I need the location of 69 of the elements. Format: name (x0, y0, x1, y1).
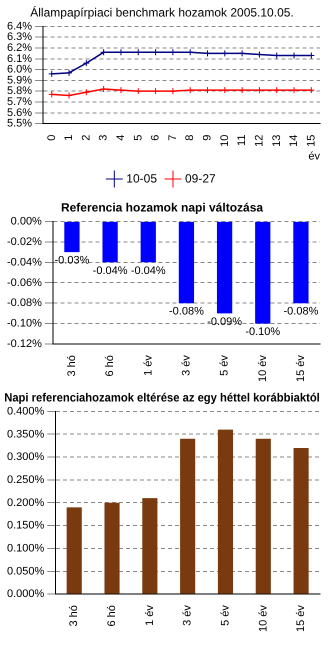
y-tick-label: 0.400% (6, 405, 45, 418)
data-label: -0.04% (130, 264, 166, 277)
y-tick-label: 0.200% (6, 496, 45, 509)
x-tick-label: 7 (166, 134, 179, 141)
y-tick-label: 0.00% (10, 215, 42, 228)
y-tick-label: 5.9% (6, 74, 32, 86)
x-tick-label: 10 (218, 134, 231, 147)
y-tick-label: -0.10% (6, 318, 42, 330)
x-tick-label: 15 év (294, 354, 307, 382)
y-tick-label: 6.0% (6, 64, 32, 76)
y-tick-label: 6.4% (6, 20, 32, 32)
y-tick-label: 0.150% (6, 520, 45, 532)
x-tick-label: 3 (98, 134, 110, 141)
y-tick-label: 0.100% (6, 542, 45, 554)
y-tick-label: 5.6% (6, 106, 32, 119)
x-tick-label: 3 hó (66, 355, 78, 377)
x-tick-label: 15 (305, 134, 318, 147)
y-tick-label: 5.7% (6, 96, 32, 108)
x-tick-label: 14 (288, 134, 300, 147)
x-tick-label: 13 (270, 134, 283, 147)
y-tick-label: -0.02% (6, 236, 42, 248)
y-tick-label: 5.8% (6, 85, 32, 98)
x-tick-label: 8 (184, 134, 196, 141)
x-tick-label: 10 év (257, 604, 270, 632)
x-tick-label: 15 év (295, 604, 308, 632)
x-tick-label: 5 (132, 134, 144, 141)
y-tick-label: 6.2% (6, 42, 32, 54)
x-tick-label: 12 (253, 134, 266, 147)
x-tick-label: 3 év (180, 354, 192, 376)
data-label: -0.03% (54, 254, 90, 267)
x-tick-label: 3 év (182, 604, 194, 626)
data-label: -0.08% (168, 306, 204, 318)
y-tick-label: 0.050% (6, 565, 45, 578)
y-tick-label: 0.350% (6, 428, 45, 440)
y-tick-label: 5.5% (6, 118, 32, 130)
x-tick-label: 0 (46, 134, 58, 141)
y-tick-label: -0.04% (6, 256, 42, 268)
data-label: -0.09% (207, 316, 242, 328)
x-tick-label: 6 (150, 134, 162, 141)
y-tick-label: -0.06% (6, 276, 42, 289)
x-tick-label: 1 év (142, 354, 154, 376)
x-tick-label: 9 (202, 134, 214, 141)
y-tick-label: -0.12% (6, 338, 42, 350)
data-label: -0.08% (283, 306, 319, 318)
y-tick-label: 0.300% (6, 451, 45, 464)
chart-title: Állampapírpiaci benchmark hozamok 2005.10.05. (30, 6, 294, 20)
x-tick-label: 5 év (218, 354, 231, 376)
x-tick-label: 6 hó (106, 605, 118, 627)
y-tick-label: -0.08% (6, 297, 42, 310)
x-tick-label: 6 hó (104, 355, 116, 377)
x-tick-label: 1 év (144, 604, 156, 626)
legend-label: 10-05 (126, 171, 158, 186)
x-tick-label: 11 (236, 134, 248, 146)
x-tick-label: 3 hó (68, 605, 80, 627)
x-tick-label: 5 év (220, 604, 232, 626)
x-axis-title: év (308, 150, 320, 162)
y-tick-label: 6.3% (6, 31, 32, 44)
data-label: -0.04% (92, 264, 128, 277)
data-label: -0.10% (245, 326, 280, 338)
chart-title: Referencia hozamok napi változása (60, 200, 264, 215)
y-tick-label: 0.250% (6, 474, 45, 486)
chart-title: Napi referenciahozamok eltérése az egy héttel korábbiaktól (4, 391, 320, 405)
x-tick-label: 2 (80, 134, 92, 141)
y-tick-label: 6.1% (6, 52, 32, 65)
x-tick-label: 4 (114, 134, 127, 141)
legend-label: 09-27 (185, 171, 216, 186)
y-tick-label: 0.000% (6, 588, 45, 600)
x-tick-label: 10 év (256, 354, 269, 382)
x-tick-label: 1 (63, 134, 76, 141)
